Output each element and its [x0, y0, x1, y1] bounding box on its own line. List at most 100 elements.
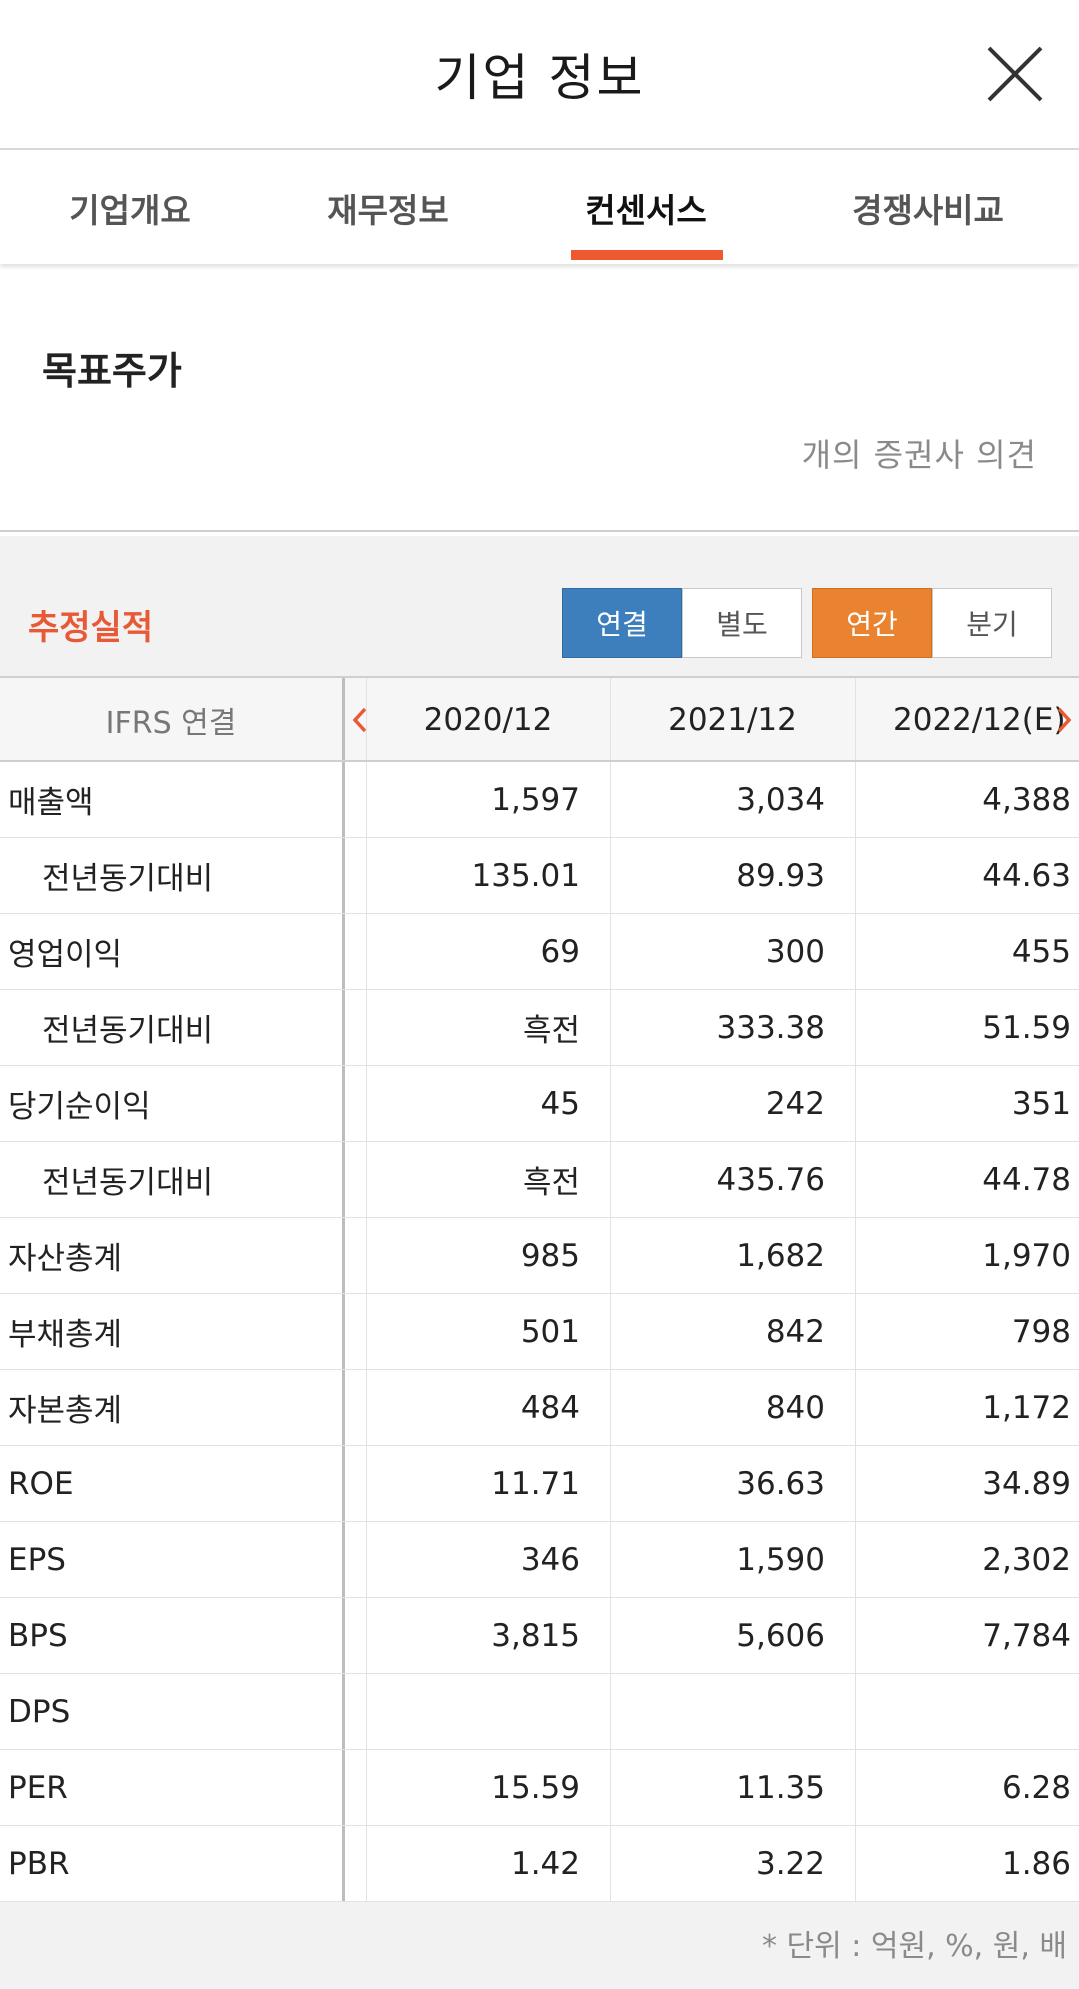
table-row: DPS — [0, 1674, 1079, 1750]
table-cell: 4,388 — [982, 781, 1071, 818]
quarterly-button[interactable]: 분기 — [932, 588, 1052, 658]
tab-competitor-comparison[interactable]: 경쟁사비교 — [852, 191, 1004, 230]
table-cell: 2,302 — [982, 1541, 1071, 1578]
table-cell: 51.59 — [982, 1009, 1071, 1046]
table-cell: 44.78 — [982, 1161, 1071, 1198]
table-cell: 300 — [765, 933, 825, 970]
label-column-divider — [342, 1294, 345, 1369]
period-toggle: 연간 분기 — [812, 588, 1052, 658]
row-label: 부채총계 — [8, 1317, 123, 1353]
column-divider — [855, 1598, 856, 1673]
row-label: PER — [8, 1769, 68, 1806]
row-label: EPS — [8, 1541, 66, 1578]
column-divider — [610, 1218, 611, 1293]
table-cell: 333.38 — [716, 1009, 825, 1046]
column-divider — [610, 838, 611, 913]
separate-button[interactable]: 별도 — [682, 588, 802, 658]
table-row: 매출액 1,597 3,034 4,388 — [0, 762, 1079, 838]
column-divider — [366, 1598, 367, 1673]
table-cell: 45 — [540, 1085, 580, 1122]
next-period-button[interactable] — [1054, 678, 1074, 762]
row-label: 매출액 — [8, 785, 94, 821]
table-row: 전년동기대비 흑전 333.38 51.59 — [0, 990, 1079, 1066]
estimates-title: 추정실적 — [28, 608, 154, 648]
table-cell: 455 — [1011, 933, 1071, 970]
table-cell: 840 — [765, 1389, 825, 1426]
table-header-row: IFRS 연결 2020/12 2021/12 2022/12(E) — [0, 678, 1079, 762]
broker-opinion-count: 개의 증권사 의견 — [801, 436, 1037, 474]
column-divider — [610, 1826, 611, 1901]
row-label: 영업이익 — [8, 937, 123, 973]
column-divider — [855, 762, 856, 837]
annual-button[interactable]: 연간 — [812, 588, 932, 658]
column-divider — [610, 1066, 611, 1141]
column-divider — [366, 1826, 367, 1901]
column-divider — [366, 990, 367, 1065]
table-cell: 흑전 — [522, 1013, 580, 1049]
consolidated-button[interactable]: 연결 — [562, 588, 682, 658]
column-divider — [610, 678, 611, 760]
table-cell: 1,590 — [736, 1541, 825, 1578]
table-row: ROE 11.71 36.63 34.89 — [0, 1446, 1079, 1522]
row-label: 당기순이익 — [8, 1089, 151, 1125]
column-divider — [610, 1522, 611, 1597]
table-row: 부채총계 501 842 798 — [0, 1294, 1079, 1370]
column-divider — [366, 838, 367, 913]
table-row: 전년동기대비 135.01 89.93 44.63 — [0, 838, 1079, 914]
tab-financial-info[interactable]: 재무정보 — [327, 191, 449, 230]
column-divider — [610, 1446, 611, 1521]
row-label: 전년동기대비 — [42, 1165, 214, 1201]
column-divider — [855, 1142, 856, 1217]
table-row: PER 15.59 11.35 6.28 — [0, 1750, 1079, 1826]
column-header-year: 2020/12 — [423, 702, 553, 738]
table-row: 자산총계 985 1,682 1,970 — [0, 1218, 1079, 1294]
row-label: PBR — [8, 1845, 70, 1882]
table-cell: 69 — [540, 933, 580, 970]
target-price-section: 목표주가 개의 증권사 의견 — [0, 270, 1079, 532]
table-cell: 11.35 — [736, 1769, 825, 1806]
table-cell: 34.89 — [982, 1465, 1071, 1502]
close-button[interactable] — [975, 34, 1055, 114]
tab-bar: 기업개요 재무정보 컨센서스 경쟁사비교 — [0, 152, 1079, 264]
column-header-year: 2022/12(E) — [893, 702, 1066, 738]
prev-period-button[interactable] — [350, 678, 370, 762]
table-row: 전년동기대비 흑전 435.76 44.78 — [0, 1142, 1079, 1218]
table-row: PBR 1.42 3.22 1.86 — [0, 1826, 1079, 1902]
table-cell: 3,034 — [736, 781, 825, 818]
table-cell: 1,682 — [736, 1237, 825, 1274]
label-column-divider — [342, 1750, 345, 1825]
column-divider — [366, 914, 367, 989]
row-label: BPS — [8, 1617, 68, 1654]
label-column-divider — [342, 762, 345, 837]
tab-company-overview[interactable]: 기업개요 — [69, 191, 191, 230]
label-column-divider — [342, 914, 345, 989]
table-cell: 135.01 — [471, 857, 580, 894]
table-row: EPS 346 1,590 2,302 — [0, 1522, 1079, 1598]
label-column-divider — [342, 1066, 345, 1141]
column-divider — [855, 990, 856, 1065]
table-body: 매출액 1,597 3,034 4,388 전년동기대비 135.01 89.93 44.63… — [0, 762, 1079, 1902]
column-header-year: 2021/12 — [668, 702, 797, 738]
column-divider — [855, 1446, 856, 1521]
table-cell: 1.42 — [510, 1845, 580, 1882]
label-column-divider — [342, 1674, 345, 1749]
table-cell: 6.28 — [1001, 1769, 1071, 1806]
row-label: ROE — [8, 1465, 74, 1502]
page-title: 기업 정보 — [434, 49, 645, 107]
column-divider — [855, 1370, 856, 1445]
table-cell: 15.59 — [491, 1769, 580, 1806]
table-cell: 1.86 — [1001, 1845, 1071, 1882]
table-cell — [610, 1674, 855, 1749]
label-column-divider — [342, 1522, 345, 1597]
table-cell: 44.63 — [982, 857, 1071, 894]
page-header: 기업 정보 — [0, 0, 1079, 150]
estimates-section: 추정실적 연결 별도 연간 분기 IFRS 연결 2020/12 2021/12… — [0, 536, 1079, 1989]
column-divider — [610, 990, 611, 1065]
table-cell: 흑전 — [522, 1165, 580, 1201]
tab-consensus[interactable]: 컨센서스 — [585, 191, 707, 230]
column-divider — [366, 1142, 367, 1217]
column-divider — [855, 1750, 856, 1825]
column-divider — [855, 914, 856, 989]
column-divider — [855, 1218, 856, 1293]
table-cell: 3,815 — [491, 1617, 580, 1654]
